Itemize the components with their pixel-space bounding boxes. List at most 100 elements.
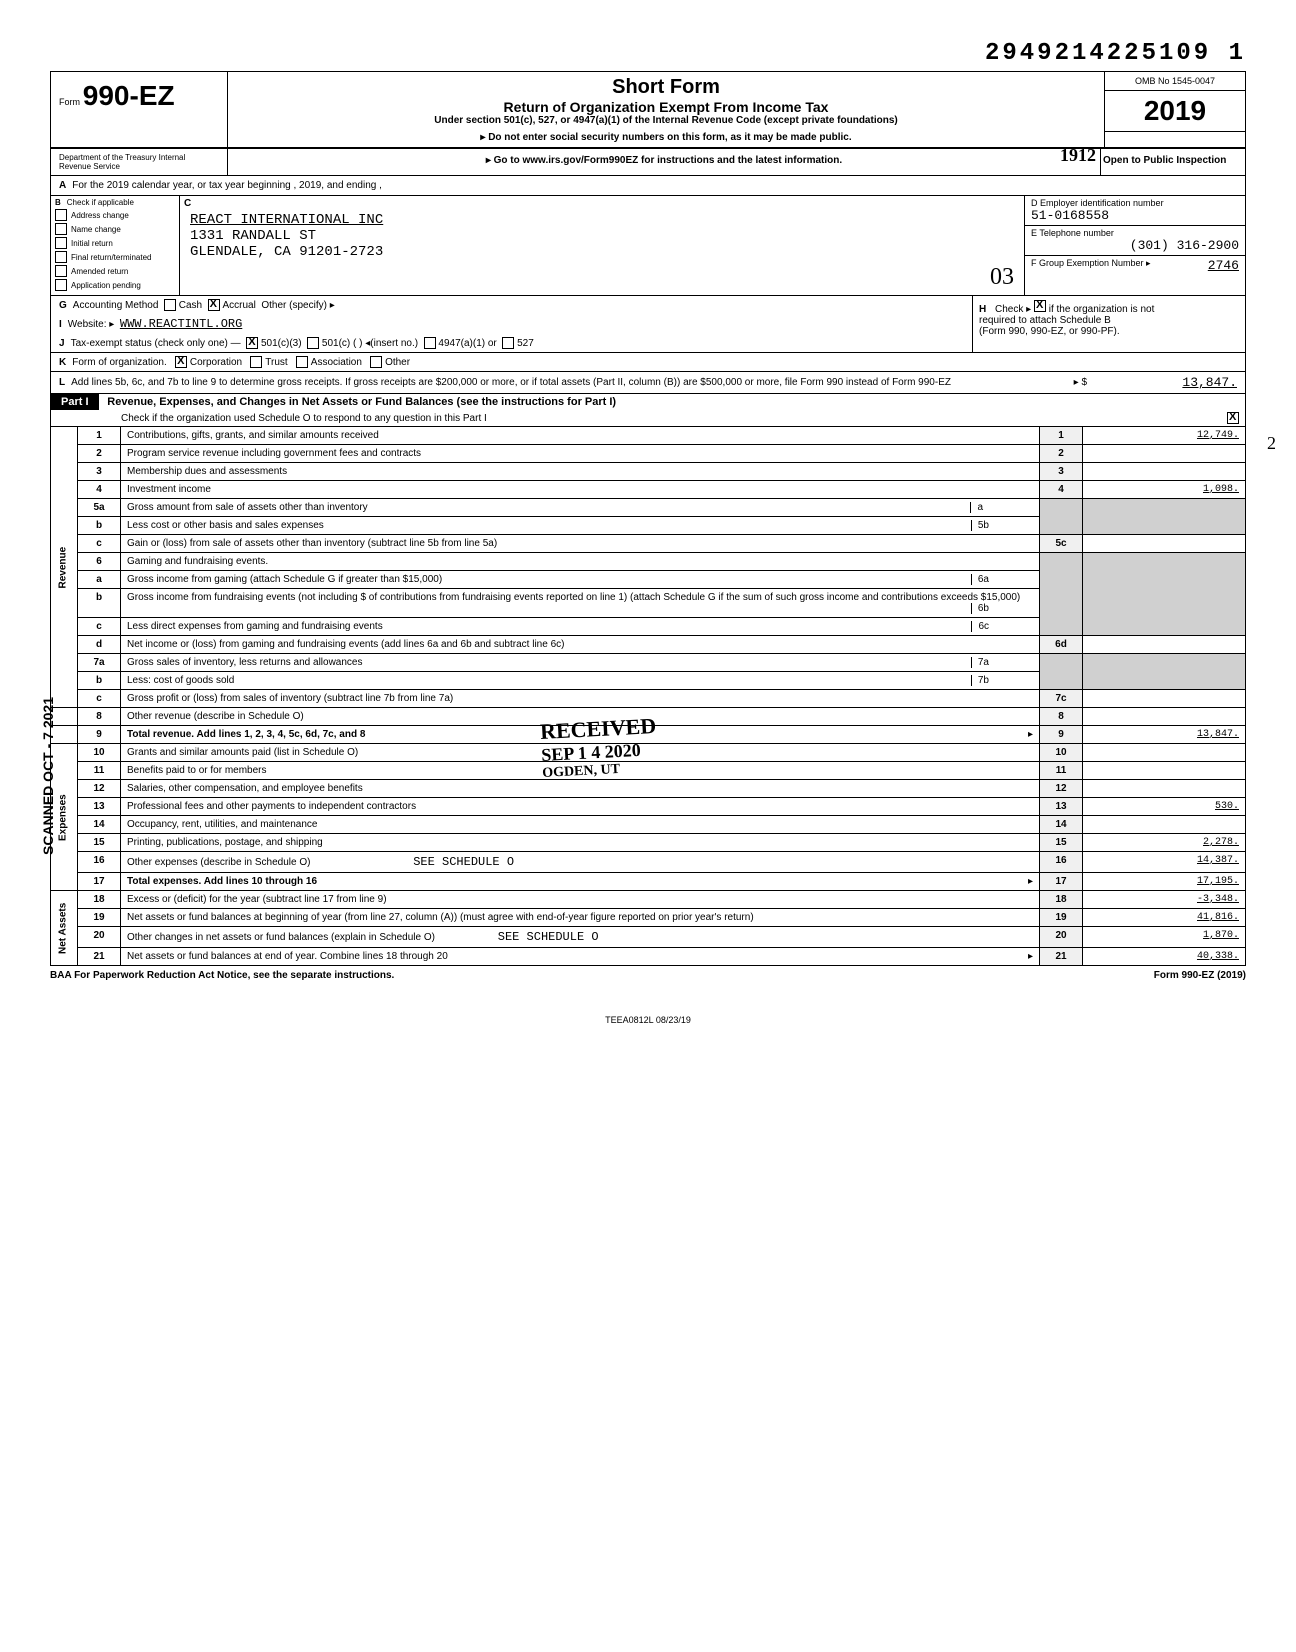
part1-header-row: Part I Revenue, Expenses, and Changes in… bbox=[50, 394, 1246, 427]
line-3: 3Membership dues and assessments3 bbox=[51, 463, 1246, 481]
line-3-desc: Membership dues and assessments bbox=[121, 463, 1040, 481]
website-instruction: ▸ Go to www.irs.gov/Form990EZ for instru… bbox=[228, 149, 1100, 175]
line-7c-amt bbox=[1083, 690, 1246, 708]
b-header: Check if applicable bbox=[67, 198, 134, 207]
form-section-text: Under section 501(c), 527, or 4947(a)(1)… bbox=[236, 115, 1096, 126]
line-7b-desc: Less: cost of goods sold bbox=[127, 675, 234, 686]
line-16-desc: Other expenses (describe in Schedule O) bbox=[127, 857, 310, 868]
checkbox-association[interactable] bbox=[296, 356, 308, 368]
checkbox-other-org[interactable] bbox=[370, 356, 382, 368]
checkbox-corporation[interactable] bbox=[175, 356, 187, 368]
line-18-amt: -3,348. bbox=[1083, 891, 1246, 909]
line-7c-desc: Gross profit or (loss) from sales of inv… bbox=[121, 690, 1040, 708]
checkbox-name-change[interactable] bbox=[55, 223, 67, 235]
line-4: 4Investment income41,098. bbox=[51, 481, 1246, 499]
line-16-note: SEE SCHEDULE O bbox=[413, 855, 514, 869]
org-name: REACT INTERNATIONAL INC bbox=[190, 212, 1014, 228]
line-6c-desc: Less direct expenses from gaming and fun… bbox=[127, 621, 383, 632]
checkbox-501c3[interactable] bbox=[246, 337, 258, 349]
h-block: H Check ▸ if the organization is not req… bbox=[972, 296, 1245, 352]
checkbox-accrual[interactable] bbox=[208, 299, 220, 311]
phone-value: (301) 316-2900 bbox=[1031, 238, 1239, 253]
website-instruction-text: ▸ Go to www.irs.gov/Form990EZ for instru… bbox=[486, 155, 842, 166]
side-netassets: Net Assets bbox=[51, 891, 78, 966]
line-8-desc: Other revenue (describe in Schedule O) bbox=[121, 708, 1040, 726]
checkbox-cash[interactable] bbox=[164, 299, 176, 311]
line-13: 13Professional fees and other payments t… bbox=[51, 798, 1246, 816]
line-10-desc: Grants and similar amounts paid (list in… bbox=[121, 744, 1040, 762]
line-13-desc: Professional fees and other payments to … bbox=[121, 798, 1040, 816]
label-527: 527 bbox=[517, 338, 534, 349]
g-letter: G bbox=[59, 300, 67, 311]
line-2-amt bbox=[1083, 445, 1246, 463]
line-17-desc: Total expenses. Add lines 10 through 16 bbox=[127, 876, 317, 887]
line-8-amt bbox=[1083, 708, 1246, 726]
checkbox-trust[interactable] bbox=[250, 356, 262, 368]
checkbox-501c[interactable] bbox=[307, 337, 319, 349]
form-title: Short Form bbox=[236, 76, 1096, 99]
header-right: OMB No 1545-0047 2019 bbox=[1104, 72, 1245, 147]
line-21: 21Net assets or fund balances at end of … bbox=[51, 948, 1246, 966]
checkbox-4947[interactable] bbox=[424, 337, 436, 349]
ein-value: 51-0168558 bbox=[1031, 208, 1239, 223]
form-subtitle: Return of Organization Exempt From Incom… bbox=[236, 99, 1096, 115]
line-19-desc: Net assets or fund balances at beginning… bbox=[121, 909, 1040, 927]
org-street: 1331 RANDALL ST bbox=[190, 228, 1014, 244]
checkbox-527[interactable] bbox=[502, 337, 514, 349]
bottom-code: TEEA0812L 08/23/19 bbox=[50, 1015, 1246, 1025]
line-21-amt: 40,338. bbox=[1083, 948, 1246, 966]
checkbox-amended[interactable] bbox=[55, 265, 67, 277]
line-5c: cGain or (loss) from sale of assets othe… bbox=[51, 535, 1246, 553]
k-text: Form of organization. bbox=[72, 357, 167, 368]
line-7c: cGross profit or (loss) from sales of in… bbox=[51, 690, 1246, 708]
form-number: 990-EZ bbox=[83, 80, 175, 111]
line-14: 14Occupancy, rent, utilities, and mainte… bbox=[51, 816, 1246, 834]
line-4-desc: Investment income bbox=[121, 481, 1040, 499]
line-14-desc: Occupancy, rent, utilities, and maintena… bbox=[121, 816, 1040, 834]
line-15-amt: 2,278. bbox=[1083, 834, 1246, 852]
row-g: G Accounting Method Cash Accrual Other (… bbox=[51, 296, 972, 314]
label-4947: 4947(a)(1) or bbox=[438, 338, 496, 349]
h-text3: required to attach Schedule B bbox=[979, 315, 1111, 326]
line-20-amt: 1,870. bbox=[1083, 927, 1246, 948]
checkbox-final-return[interactable] bbox=[55, 251, 67, 263]
line-15-desc: Printing, publications, postage, and shi… bbox=[121, 834, 1040, 852]
h-text1: Check ▸ bbox=[995, 304, 1031, 315]
open-public: Open to Public Inspection bbox=[1100, 149, 1245, 175]
line-21-desc: Net assets or fund balances at end of ye… bbox=[127, 951, 448, 962]
row-j: J Tax-exempt status (check only one) — 5… bbox=[51, 334, 972, 352]
part1-title: Revenue, Expenses, and Changes in Net As… bbox=[101, 394, 622, 410]
line-6d: dNet income or (loss) from gaming and fu… bbox=[51, 636, 1246, 654]
line-7a: 7aGross sales of inventory, less returns… bbox=[51, 654, 1246, 672]
line-11-amt bbox=[1083, 762, 1246, 780]
line-5a: 5aGross amount from sale of assets other… bbox=[51, 499, 1246, 517]
line-1: Revenue 1Contributions, gifts, grants, a… bbox=[51, 427, 1246, 445]
form-warning: ▸ Do not enter social security numbers o… bbox=[236, 132, 1096, 143]
line-6a-desc: Gross income from gaming (attach Schedul… bbox=[127, 574, 442, 585]
line-1-amt: 12,749. bbox=[1083, 427, 1246, 445]
checkbox-initial-return[interactable] bbox=[55, 237, 67, 249]
footer-right: Form 990-EZ (2019) bbox=[1154, 970, 1246, 981]
line-6d-desc: Net income or (loss) from gaming and fun… bbox=[121, 636, 1040, 654]
i-text: Website: ▸ bbox=[68, 319, 115, 330]
row-a-text: For the 2019 calendar year, or tax year … bbox=[72, 180, 382, 191]
label-association: Association bbox=[311, 357, 362, 368]
checkbox-address-change[interactable] bbox=[55, 209, 67, 221]
label-corporation: Corporation bbox=[190, 357, 242, 368]
l-arrow: ▸ $ bbox=[1074, 377, 1087, 388]
checkbox-application-pending[interactable] bbox=[55, 279, 67, 291]
h-text4: (Form 990, 990-EZ, or 990-PF). bbox=[979, 326, 1120, 337]
column-b: BCheck if applicable Address change Name… bbox=[51, 196, 180, 295]
d-label: D Employer identification number bbox=[1031, 198, 1239, 208]
line-12: 12Salaries, other compensation, and empl… bbox=[51, 780, 1246, 798]
handwritten-1912: 1912 bbox=[1060, 145, 1096, 166]
footer-left: BAA For Paperwork Reduction Act Notice, … bbox=[50, 970, 394, 981]
line-20: 20Other changes in net assets or fund ba… bbox=[51, 927, 1246, 948]
line-17-amt: 17,195. bbox=[1083, 873, 1246, 891]
checkbox-h[interactable] bbox=[1034, 300, 1046, 312]
line-11: 11Benefits paid to or for members11 bbox=[51, 762, 1246, 780]
j-text: Tax-exempt status (check only one) — bbox=[71, 338, 241, 349]
line-12-desc: Salaries, other compensation, and employ… bbox=[121, 780, 1040, 798]
checkbox-part1-schedule-o[interactable] bbox=[1227, 412, 1239, 424]
label-amended: Amended return bbox=[71, 267, 128, 276]
